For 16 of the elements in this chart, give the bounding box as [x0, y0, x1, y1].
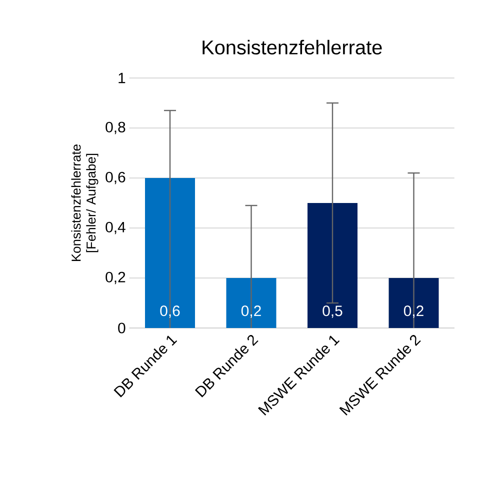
bar — [226, 278, 276, 328]
bar — [388, 278, 439, 328]
y-tick-label: 0,4 — [106, 222, 126, 234]
y-tick-label: 0,6 — [106, 172, 126, 184]
chart-title: Konsistenzfehlerrate — [202, 40, 382, 54]
y-tick-label: 0 — [118, 322, 126, 334]
bar — [145, 178, 195, 328]
y-tick-label: 0,2 — [106, 272, 126, 284]
data-label: 0,2 — [241, 306, 261, 318]
y-axis-title: Konsistenzfehlerrate [Fehler/ Aufgabe] — [71, 144, 98, 261]
data-label: 0,2 — [404, 306, 424, 318]
bar — [308, 202, 358, 328]
y-tick-label: 0,8 — [106, 122, 126, 134]
y-tick-label: 1 — [118, 72, 126, 84]
data-label: 0,6 — [160, 306, 180, 318]
data-label: 0,5 — [322, 306, 342, 318]
